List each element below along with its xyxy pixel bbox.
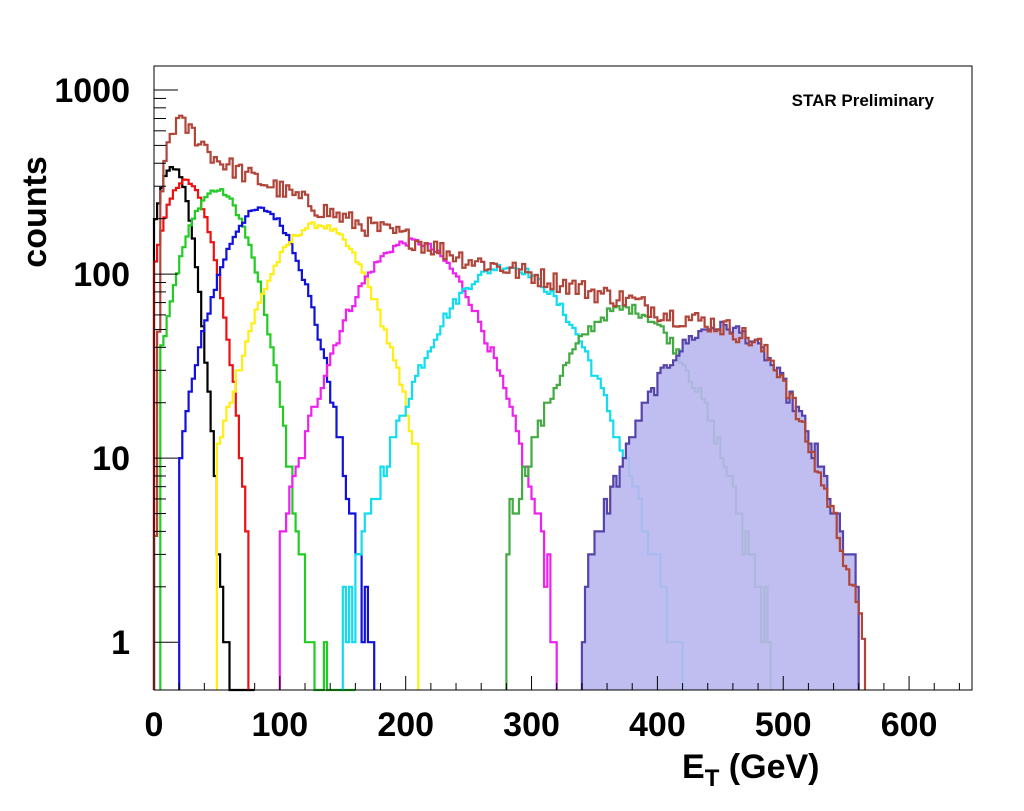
histogram-series-1 [152,166,255,692]
y-tick-label: 1 [111,624,130,662]
x-tick-label: 0 [145,706,164,744]
y-axis-title: counts [16,156,54,267]
plot-frame [153,65,973,691]
axis-layer: 0 100 200 300 400 500 600 1 10 100 1000 [54,72,960,744]
x-axis-title-main: E [682,748,705,786]
histogram-series-4 [178,206,376,690]
x-axis-title-subscript: T [705,765,720,792]
histogram-series-7 [341,263,684,690]
x-tick-label: 600 [881,706,938,744]
histogram-total [152,114,867,690]
histogram-layer [152,114,867,692]
histogram-series-9 [580,320,860,690]
y-tick-label: 100 [73,256,130,294]
annotation-star-preliminary: STAR Preliminary [792,91,935,110]
x-tick-label: 100 [251,706,308,744]
x-axis-title-unit: (GeV) [719,748,819,786]
histogram-series-3 [159,188,356,692]
histogram-series-5 [215,221,420,690]
x-tick-label: 400 [629,706,686,744]
y-tick-label: 10 [92,440,130,478]
x-tick-label: 500 [755,706,812,744]
y-tick-label: 1000 [54,72,130,110]
x-axis-title: ET (GeV) [682,748,819,792]
x-tick-label: 200 [377,706,434,744]
x-tick-label: 300 [503,706,560,744]
